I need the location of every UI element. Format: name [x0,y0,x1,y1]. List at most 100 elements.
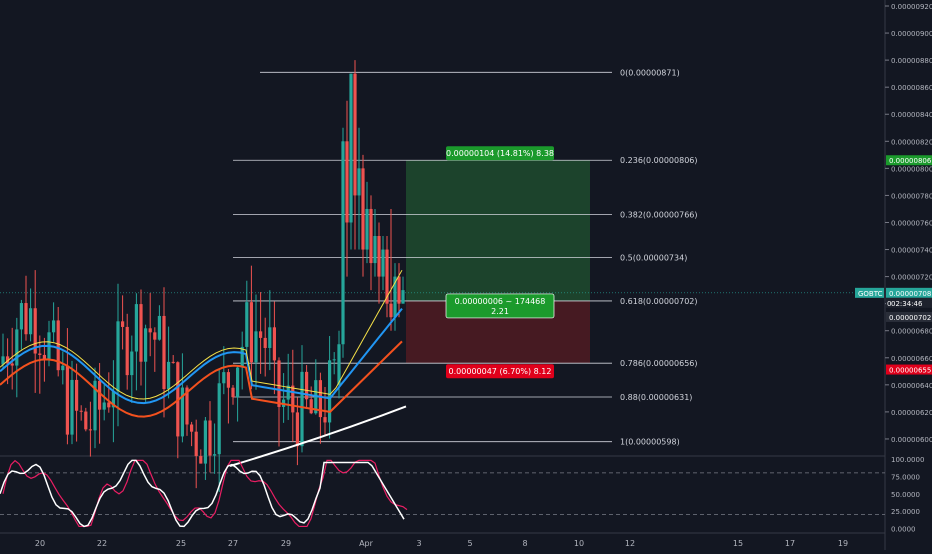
candle-body [56,320,60,371]
symbol-tag-text: GOBTC [858,290,883,298]
x-tick-label: 12 [625,539,635,548]
x-tick-label: 20 [35,539,45,548]
stop-price-tag-text: 0.00000655 [889,367,931,375]
candle-body [1,356,5,365]
candle-body [125,326,129,376]
candle-body [199,456,203,464]
candle-body [365,208,369,250]
x-tick-label: 5 [467,539,472,548]
stoch-k-line [0,459,405,528]
candle-body [318,380,322,418]
partial-tag-text: 0 [887,300,891,308]
candle-body [19,303,23,330]
ema-fast-line [0,269,403,400]
countdown-tag-text: 02:34:46 [891,300,923,308]
entry-label-text: 2.21 [491,307,509,316]
y-tick-label: 0.00000600 [891,436,932,444]
stop-price-tag [886,364,932,375]
candle-body [70,379,74,435]
y-tick-label: 0.00000720 [891,274,932,282]
stoch-tick-label: 75.0000 [891,473,920,481]
target-price-tag-text: 0.00000806 [889,157,932,165]
candle-body [369,208,373,264]
candle-body [157,315,161,340]
candle-body [249,302,253,363]
entry-price-tag [886,311,932,322]
candle-body [226,372,230,388]
entry-label-text: 0.00000006 ~ 174468 [455,297,546,306]
candle-body [401,290,405,304]
candle-body [93,380,97,431]
fib-level-label: 0.786(0.00000656) [620,359,698,368]
candle-body [345,141,349,223]
fib-level-label: 0.618(0.00000702) [620,297,698,306]
current-price-tag [886,287,932,298]
stoch-tick-label: 100.0000 [891,456,924,464]
candle-body [65,365,69,435]
profit-zone [406,160,590,301]
candle-body [286,385,290,400]
fib-level-label: 0(0.00000871) [620,68,680,77]
candle-body [102,402,106,410]
fib-level-label: 0.236(0.00000806) [620,156,698,165]
candle-body [98,380,102,410]
candle-body [208,420,212,456]
y-tick-label: 0.00000780 [891,192,932,200]
candle-body [397,276,401,304]
x-tick-label: Apr [359,539,374,548]
candle-body [107,402,111,408]
y-tick-label: 0.00000640 [891,382,932,390]
candle-body [381,249,385,277]
countdown-tag [886,297,932,308]
y-tick-label: 0.00000840 [891,111,932,119]
x-tick-label: 27 [228,539,238,548]
y-tick-label: 0.00000740 [891,247,932,255]
candle-body [61,365,65,371]
candle-body [349,73,353,223]
candle-body [38,353,42,355]
candle-body [332,359,336,361]
candle-body [24,303,28,335]
candle-body [272,327,276,361]
candle-body [79,410,83,412]
candle-body [337,344,341,385]
target-label-text: 0.00000104 (14.81%) 8.38 [446,149,554,158]
x-tick-label: 19 [838,539,848,548]
x-tick-label: 15 [733,539,743,548]
stoch-tick-label: 50.0000 [891,491,920,499]
stop-label [446,364,554,379]
candle-body [194,431,198,457]
x-tick-label: 25 [176,539,186,548]
symbol-tag [855,287,884,298]
candle-body [305,371,309,400]
candle-body [361,168,365,250]
candle-body [130,351,134,376]
x-tick-label: 10 [574,539,584,548]
candle-body [393,276,397,318]
candle-body [373,236,377,264]
candle-body [353,73,357,196]
candle-body [167,361,171,390]
candle-body [171,361,175,363]
candle-body [203,420,207,464]
x-tick-label: 17 [785,539,795,548]
candle-body [144,328,148,362]
candle-body [254,331,258,363]
candle-body [245,302,249,347]
candle-body [240,346,244,368]
candle-body [139,304,143,362]
fib-level-label: 0.382(0.00000766) [620,210,698,219]
y-tick-label: 0.00000820 [891,138,932,146]
y-tick-label: 0.00000660 [891,355,932,363]
x-tick-label: 22 [97,539,107,548]
candle-body [277,360,281,407]
x-tick-label: 29 [281,539,291,548]
candle-body [323,417,327,423]
candle-body [162,315,166,390]
y-tick-label: 0.00000880 [891,57,932,65]
y-tick-label: 0.00000800 [891,165,932,173]
y-tick-label: 0.00000620 [891,409,932,417]
candle-body [309,399,313,414]
target-label [446,146,554,161]
